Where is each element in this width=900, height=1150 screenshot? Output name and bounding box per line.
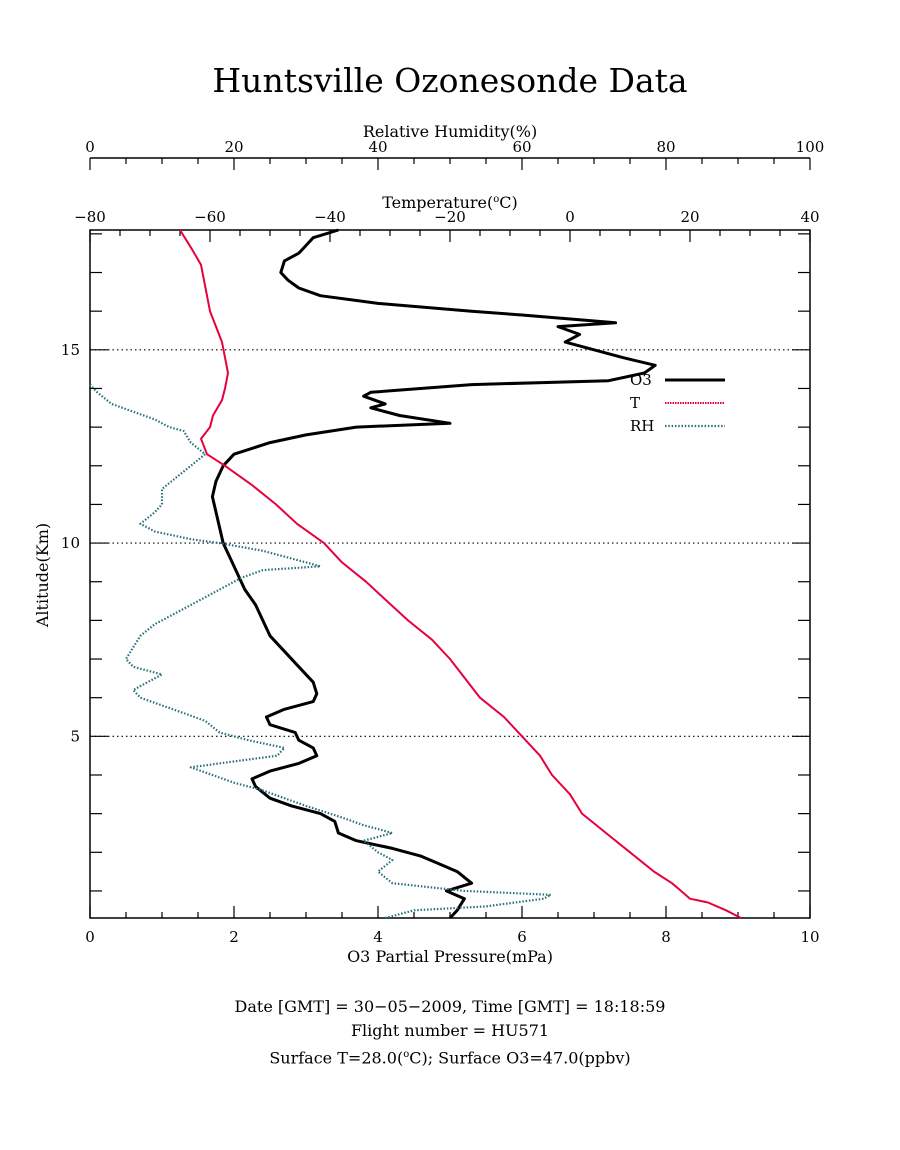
temperature-tick-label: −60 [194,208,226,226]
rh-tick-label: 20 [224,138,243,156]
grid-lines [90,349,810,737]
rh-tick-label: 40 [368,138,387,156]
temperature-tick-label: −40 [314,208,346,226]
temperature-line [179,229,742,919]
footer-info: Date [GMT] = 30−05−2009, Time [GMT] = 18… [0,995,900,1070]
rh-tick-label: 100 [796,138,825,156]
temperature-axis-label: Temperature(oC) [382,193,518,212]
altitude-axis-label: Altitude(Km) [33,523,52,628]
temperature-tick-label: 0 [565,208,575,226]
temperature-tick-label: −80 [74,208,106,226]
o3-tick-label: 0 [85,928,95,946]
altitude-tick-label: 10 [61,534,80,552]
footer-date-time: Date [GMT] = 30−05−2009, Time [GMT] = 18… [234,997,666,1016]
rh-axis: 0 20 40 60 80 100 [85,138,824,170]
legend-label-t: T [630,394,640,412]
rh-tick-label: 0 [85,138,95,156]
rh-tick-label: 60 [512,138,531,156]
o3-axis-label: O3 Partial Pressure(mPa) [347,947,553,966]
altitude-tick-label: 5 [70,727,80,745]
o3-tick-label: 10 [800,928,819,946]
rh-line [89,383,552,920]
o3-tick-label: 2 [229,928,239,946]
temperature-axis: −80 −60 −40 −20 0 20 40 [74,208,820,242]
legend-label-o3: O3 [630,371,652,389]
legend: O3 T RH [630,371,725,435]
footer-flight-number: Flight number = HU571 [350,1021,550,1040]
series-lines [89,228,742,920]
rh-tick-label: 80 [656,138,675,156]
o3-line [210,228,657,920]
o3-tick-label: 8 [661,928,671,946]
altitude-tick-label: 15 [61,341,80,359]
temperature-tick-label: 20 [680,208,699,226]
o3-tick-label: 4 [373,928,383,946]
temperature-tick-label: −20 [434,208,466,226]
o3-axis: 0 2 4 6 8 10 [85,906,820,946]
chart-title: Huntsville Ozonesonde Data [212,61,687,100]
footer-surface-values: Surface T=28.0(oC); Surface O3=47.0(ppbv… [269,1048,631,1068]
legend-label-rh: RH [630,417,654,435]
rh-axis-label: Relative Humidity(%) [363,122,537,141]
plot-frame [89,229,811,919]
altitude-axis: 5 10 15 [61,233,810,892]
temperature-tick-label: 40 [800,208,819,226]
o3-tick-label: 6 [517,928,527,946]
